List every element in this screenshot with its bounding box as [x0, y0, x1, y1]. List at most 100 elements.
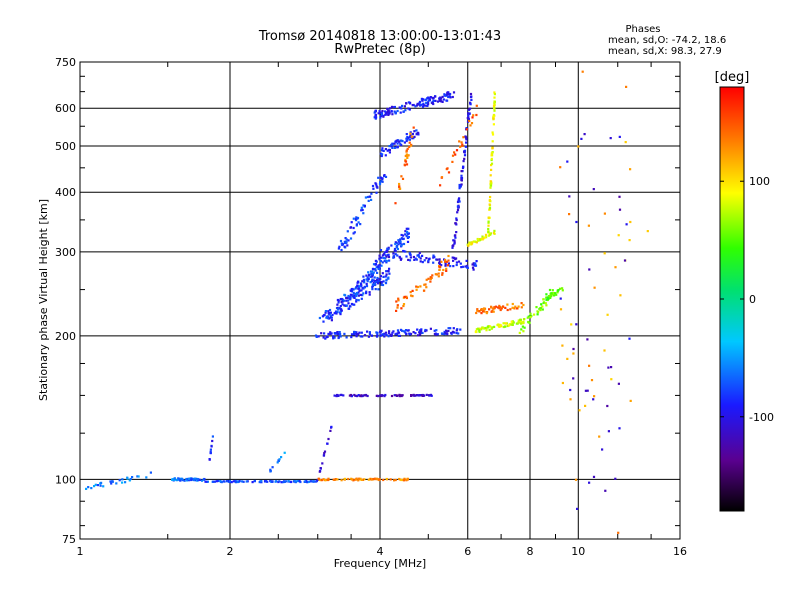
data-point — [452, 327, 455, 330]
data-point — [242, 480, 245, 483]
x-tick-label: 4 — [377, 545, 384, 558]
data-point — [359, 395, 362, 398]
data-point — [333, 394, 336, 397]
data-point — [488, 199, 491, 202]
data-point — [536, 313, 539, 316]
data-point — [321, 462, 324, 465]
data-point — [416, 394, 419, 397]
data-point — [485, 236, 488, 239]
data-point — [491, 326, 494, 329]
data-point — [394, 478, 397, 482]
data-point — [398, 106, 401, 109]
data-point — [410, 394, 413, 397]
data-point — [572, 352, 575, 355]
data-point — [575, 220, 578, 224]
data-point — [401, 234, 405, 237]
data-point — [329, 316, 332, 319]
data-point — [131, 476, 134, 479]
data-point — [547, 296, 550, 299]
data-point — [350, 478, 353, 481]
data-point — [387, 255, 391, 259]
data-point — [419, 331, 422, 335]
data-point — [396, 329, 400, 332]
data-point — [308, 480, 311, 483]
data-point — [365, 285, 369, 288]
data-point — [513, 307, 516, 310]
data-point — [409, 291, 412, 294]
data-point — [507, 324, 511, 327]
data-point — [586, 389, 589, 392]
data-point — [269, 469, 272, 473]
data-point — [394, 250, 397, 253]
data-point — [383, 260, 386, 263]
data-point — [322, 454, 325, 457]
data-point — [517, 321, 520, 324]
data-point — [394, 111, 397, 114]
data-point — [371, 273, 374, 277]
data-point — [349, 237, 353, 240]
data-point — [519, 318, 522, 321]
data-point — [380, 154, 383, 158]
data-point — [496, 323, 499, 327]
data-point — [352, 217, 355, 220]
data-point — [441, 95, 444, 98]
data-point — [438, 268, 441, 271]
data-point — [376, 333, 379, 336]
data-point — [489, 184, 492, 187]
data-point — [373, 276, 376, 279]
data-point — [535, 306, 538, 309]
data-point — [468, 243, 471, 246]
data-point — [428, 257, 431, 260]
data-point — [443, 94, 446, 97]
data-point — [408, 332, 411, 335]
data-point — [358, 289, 361, 292]
data-point — [365, 292, 368, 295]
data-point — [357, 479, 360, 482]
data-point — [317, 335, 320, 338]
data-point — [368, 331, 371, 334]
data-point — [96, 484, 99, 487]
data-point — [604, 489, 607, 492]
data-point — [395, 332, 398, 335]
data-point — [529, 316, 532, 319]
data-point — [337, 336, 340, 340]
data-point — [384, 257, 387, 260]
data-point — [349, 293, 352, 296]
data-point — [387, 109, 390, 112]
data-point — [456, 328, 459, 331]
data-point — [617, 531, 620, 534]
data-point — [389, 333, 392, 336]
data-point — [624, 141, 627, 144]
data-point — [396, 254, 399, 257]
data-point — [455, 257, 458, 260]
data-point — [436, 100, 440, 103]
data-point — [623, 259, 627, 262]
data-point — [385, 273, 388, 276]
data-point — [614, 477, 617, 480]
data-point — [469, 124, 472, 127]
data-point — [360, 331, 363, 334]
data-point — [509, 308, 512, 311]
data-point — [364, 394, 367, 397]
data-point — [230, 481, 233, 484]
data-point — [581, 70, 584, 73]
data-point — [379, 111, 382, 114]
data-point — [397, 334, 400, 337]
data-point — [350, 333, 354, 336]
data-point — [431, 274, 434, 277]
data-point — [384, 282, 388, 285]
data-point — [396, 304, 399, 307]
data-point — [401, 140, 404, 143]
data-point — [377, 265, 380, 268]
data-point — [382, 257, 385, 260]
data-point — [355, 217, 358, 221]
data-point — [592, 475, 596, 478]
data-point — [384, 393, 387, 397]
data-point — [204, 480, 207, 483]
data-point — [278, 458, 281, 461]
x-tick-label: 16 — [673, 545, 687, 558]
data-point — [444, 260, 447, 263]
data-point — [210, 445, 213, 448]
data-point — [617, 234, 620, 237]
data-point — [489, 325, 492, 328]
